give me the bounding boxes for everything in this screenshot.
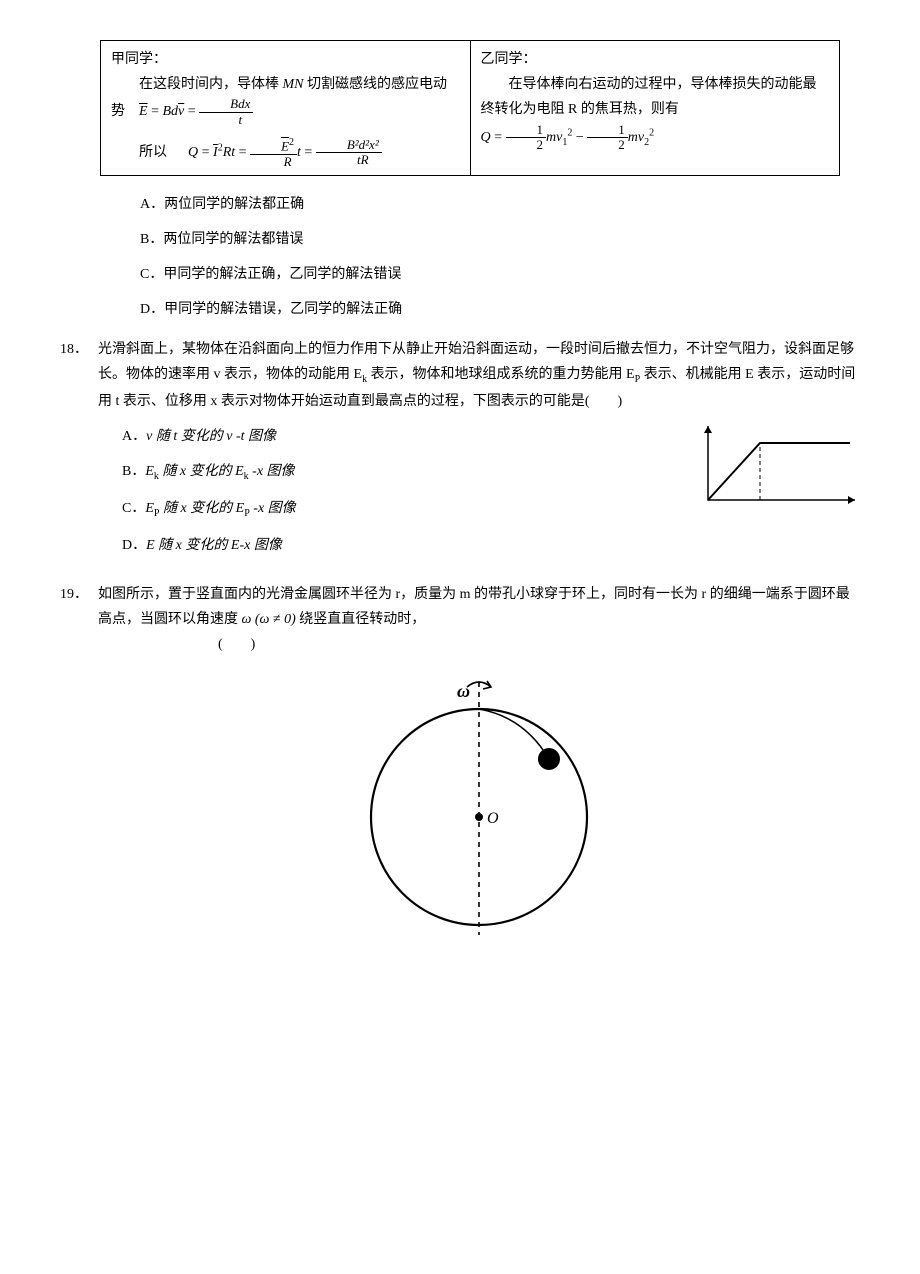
q19-number: 19． xyxy=(60,582,98,607)
jia-line1: 在这段时间内，导体棒 MN 切割磁感线的感应电动势 E = Bdv = Bdxt xyxy=(111,72,460,127)
q19-body: 如图所示，置于竖直面内的光滑金属圆环半径为 r，质量为 m 的带孔小球穿于环上，… xyxy=(98,582,860,947)
student-jia-cell: 甲同学： 在这段时间内，导体棒 MN 切割磁感线的感应电动势 E = Bdv =… xyxy=(101,41,471,176)
yi-eq: Q = 12mv12 − 12mv22 xyxy=(481,130,655,145)
q19-paren: ( ) xyxy=(218,632,860,657)
q18-stem: 光滑斜面上，某物体在沿斜面向上的恒力作用下从静止开始沿斜面运动，一段时间后撤去恒… xyxy=(98,337,860,414)
q18-graph-svg xyxy=(690,418,860,518)
jia-title: 甲同学： xyxy=(111,47,460,72)
q18-graph xyxy=(690,418,860,518)
jia-line2: 所以 Q = I2Rt = E2Rt = B²d²x²tR xyxy=(111,137,460,169)
q19: 19． 如图所示，置于竖直面内的光滑金属圆环半径为 r，质量为 m 的带孔小球穿… xyxy=(60,582,860,947)
q19-figure: O ω xyxy=(98,667,860,946)
q18-body: 光滑斜面上，某物体在沿斜面向上的恒力作用下从静止开始沿斜面运动，一段时间后撤去恒… xyxy=(98,337,860,568)
svg-text:O: O xyxy=(487,810,499,827)
yi-line1: 在导体棒向右运动的过程中，导体棒损失的动能最终转化为电阻 R 的焦耳热，则有 Q… xyxy=(481,72,830,152)
student-yi-cell: 乙同学： 在导体棒向右运动的过程中，导体棒损失的动能最终转化为电阻 R 的焦耳热… xyxy=(470,41,840,176)
q18-number: 18． xyxy=(60,337,98,362)
jia-eq1: E = Bdv = Bdxt xyxy=(139,104,253,119)
q17-options: A．两位同学的解法都正确 B．两位同学的解法都错误 C．甲同学的解法正确，乙同学… xyxy=(140,192,860,323)
yi-title: 乙同学： xyxy=(481,47,830,72)
jia-eq2: Q = I2Rt = E2Rt = B²d²x²tR xyxy=(188,145,382,160)
q19-stem: 如图所示，置于竖直面内的光滑金属圆环半径为 r，质量为 m 的带孔小球穿于环上，… xyxy=(98,582,860,632)
q17-option-d: D．甲同学的解法错误，乙同学的解法正确 xyxy=(140,297,860,322)
q18-option-d: D．E 随 x 变化的 E-x 图像 xyxy=(122,533,860,558)
q18: 18． 光滑斜面上，某物体在沿斜面向上的恒力作用下从静止开始沿斜面运动，一段时间… xyxy=(60,337,860,568)
solution-comparison-table: 甲同学： 在这段时间内，导体棒 MN 切割磁感线的感应电动势 E = Bdv =… xyxy=(100,40,840,176)
q17-option-b: B．两位同学的解法都错误 xyxy=(140,227,860,252)
q17-option-a: A．两位同学的解法都正确 xyxy=(140,192,860,217)
q17-option-c: C．甲同学的解法正确，乙同学的解法错误 xyxy=(140,262,860,287)
svg-text:ω: ω xyxy=(457,681,470,701)
q19-figure-svg: O ω xyxy=(349,667,609,937)
